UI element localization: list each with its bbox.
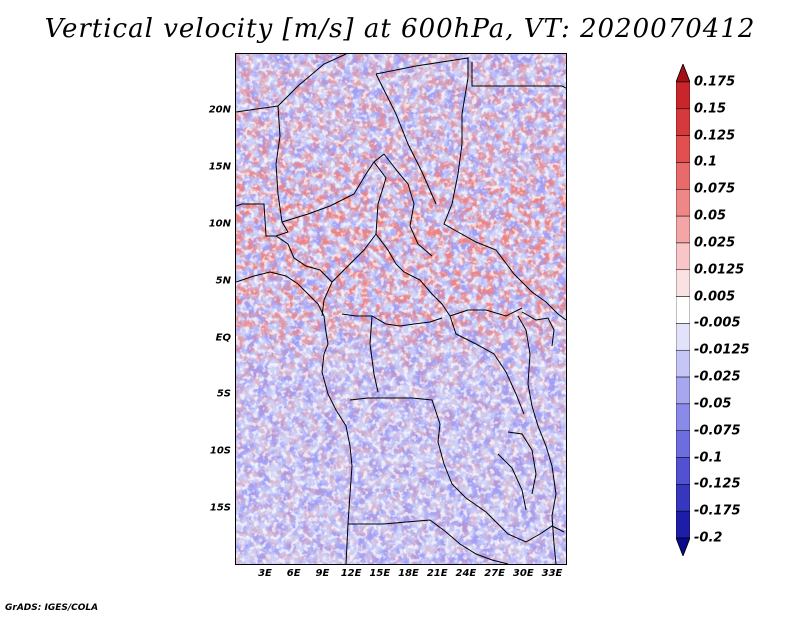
lat-label: 5N [215,275,231,287]
colorbar-min-arrow [676,537,690,556]
neutral-speckle [236,54,566,564]
colorbar-tick-label: -0.175 [694,503,741,519]
lon-label: 30E [512,568,534,579]
page-title: Vertical velocity [m/s] at 600hPa, VT: 2… [44,14,756,44]
lon-label: 12E [340,568,362,579]
lat-label: EQ [215,332,231,344]
footer-credit: GrADS: IGES/COLA [5,603,99,613]
colorbar-tick-label: 0.075 [694,181,736,197]
colorbar-tick-label: -0.05 [694,396,732,412]
lon-label: 18E [398,568,419,579]
colorbar-segment [676,403,690,431]
colorbar-tick-label: -0.025 [694,369,741,385]
colorbar-segment [676,296,690,324]
lon-label: 33E [541,568,563,579]
lon-label: 3E [258,568,272,579]
lon-label: 24E [455,568,477,579]
colorbar-tick-label: 0.125 [694,128,736,144]
colorbar-segment [676,430,690,458]
lat-label: 20N [208,104,231,116]
lon-label: 6E [286,568,301,579]
lat-label: 15S [209,502,231,514]
colorbar-segment [676,323,690,351]
lat-label: 10S [209,445,231,457]
coastlines-borders [236,54,566,564]
colorbar-tick-label: 0.025 [694,235,736,251]
colorbar-segment [676,215,690,244]
colorbar-max-arrow [676,64,690,83]
colorbar-tick-label: -0.2 [694,530,723,546]
colorbar-segment [676,135,690,163]
lat-label: 10N [208,218,231,230]
colorbar-tick-label: -0.075 [694,423,741,439]
velocity-field-map [236,54,566,564]
map-panel [235,53,567,565]
colorbar-segment [676,510,690,539]
lat-label: 15N [208,161,231,173]
lon-label: 9E [315,568,330,579]
colorbar-tick-label: -0.005 [694,315,741,331]
lon-label: 27E [484,568,505,579]
colorbar-tick-label: -0.0125 [694,342,750,358]
lat-label: 5S [216,388,231,400]
lon-label: 15E [369,568,391,579]
colorbar-segment [676,376,690,405]
colorbar-tick-label: 0.15 [694,101,727,117]
colorbar-segment [676,242,690,271]
colorbar-tick-label: 0.05 [694,208,727,224]
colorbar-segment [676,457,690,485]
colorbar-segment [676,108,690,136]
colorbar-segment [676,81,690,110]
colorbar-tick-label: 0.0125 [694,262,745,278]
colorbar-segment [676,269,690,297]
colorbar-tick-label: 0.175 [694,74,736,90]
lon-label: 21E [426,568,448,579]
colorbar-tick-label: 0.1 [694,154,718,170]
colorbar [676,64,690,556]
colorbar-tick-label: -0.1 [694,450,723,466]
colorbar-segment [676,189,690,217]
colorbar-segment [676,349,690,378]
colorbar-segment [676,162,690,190]
colorbar-tick-label: -0.125 [694,476,741,492]
colorbar-segment [676,484,690,512]
colorbar-tick-label: 0.005 [694,289,736,305]
